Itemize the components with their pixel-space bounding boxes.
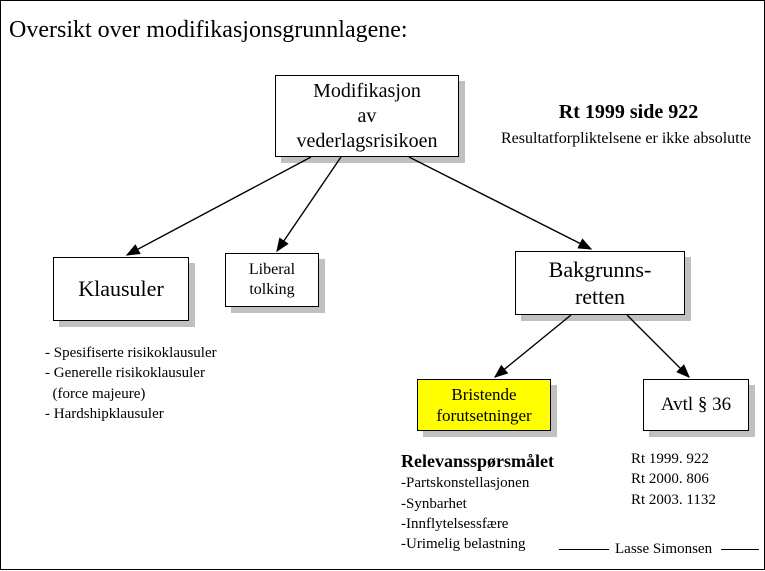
klausuler-list-2: - Generelle risikoklausuler (45, 363, 275, 383)
bakgrunn-line1: Bakgrunns- (549, 256, 652, 284)
rt-l1: Rt 1999. 922 (631, 449, 751, 469)
bristende-line2: forutsetninger (436, 405, 531, 426)
bristende-node: Bristende forutsetninger (417, 379, 551, 431)
bristende-line1: Bristende (451, 384, 516, 405)
root-node: Modifikasjon av vederlagsrisikoen (275, 75, 459, 157)
relevans-l4: -Urimelig belastning (401, 534, 601, 554)
root-note-heading: Rt 1999 side 922 (501, 99, 756, 125)
root-line2: av (358, 104, 377, 129)
avtl-node: Avtl § 36 (643, 379, 749, 431)
credit: Lasse Simonsen (615, 539, 712, 559)
page-title: Oversikt over modifikasjonsgrunnlagene: (9, 17, 408, 44)
rt-l3: Rt 2003. 1132 (631, 490, 751, 510)
klausuler-list-3: (force majeure) (45, 384, 275, 404)
rt-l2: Rt 2000. 806 (631, 469, 751, 489)
relevans-l2: -Synbarhet (401, 494, 601, 514)
root-line1: Modifikasjon (313, 79, 421, 104)
liberal-line2: tolking (249, 280, 294, 300)
relevans-l1: -Partskonstellasjonen (401, 473, 601, 493)
diagram-canvas: Oversikt over modifikasjonsgrunnlagene: … (0, 0, 765, 570)
rt-list: Rt 1999. 922 Rt 2000. 806 Rt 2003. 1132 (631, 449, 751, 510)
relevans-l3: -Innflytelsessfære (401, 514, 601, 534)
klausuler-node: Klausuler (53, 257, 189, 321)
root-note: Rt 1999 side 922 Resultatforpliktelsene … (501, 99, 756, 150)
relevans-heading: Relevansspørsmålet (401, 449, 601, 473)
root-note-sub: Resultatforpliktelsene er ikke absolutte (501, 129, 756, 150)
credit-line-right (721, 549, 759, 550)
root-line3: vederlagsrisikoen (296, 129, 437, 154)
liberal-node: Liberal tolking (225, 253, 319, 307)
klausuler-list: - Spesifiserte risikoklausuler - Generel… (45, 343, 275, 424)
klausuler-list-4: - Hardshipklausuler (45, 404, 275, 424)
credit-line-left (559, 549, 609, 550)
liberal-line1: Liberal (249, 260, 295, 280)
avtl-label: Avtl § 36 (661, 393, 731, 417)
bakgrunn-line2: retten (575, 283, 625, 311)
bakgrunn-node: Bakgrunns- retten (515, 251, 685, 315)
klausuler-list-1: - Spesifiserte risikoklausuler (45, 343, 275, 363)
klausuler-label: Klausuler (78, 275, 164, 303)
relevans-block: Relevansspørsmålet -Partskonstellasjonen… (401, 449, 601, 554)
